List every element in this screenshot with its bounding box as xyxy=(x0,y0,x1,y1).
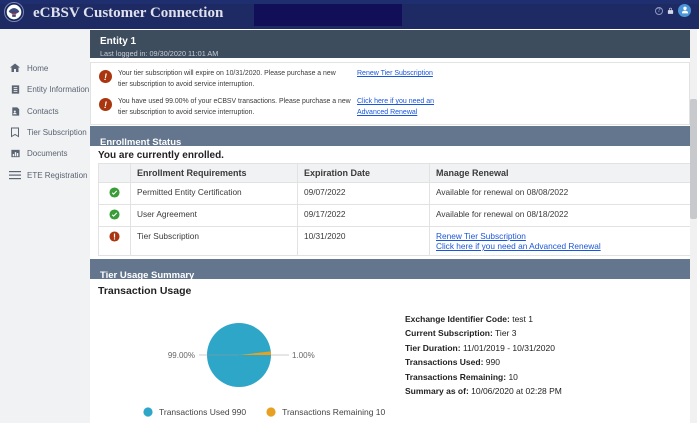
svg-text:99.00%: 99.00% xyxy=(168,351,195,360)
svg-text:1.00%: 1.00% xyxy=(292,351,315,360)
